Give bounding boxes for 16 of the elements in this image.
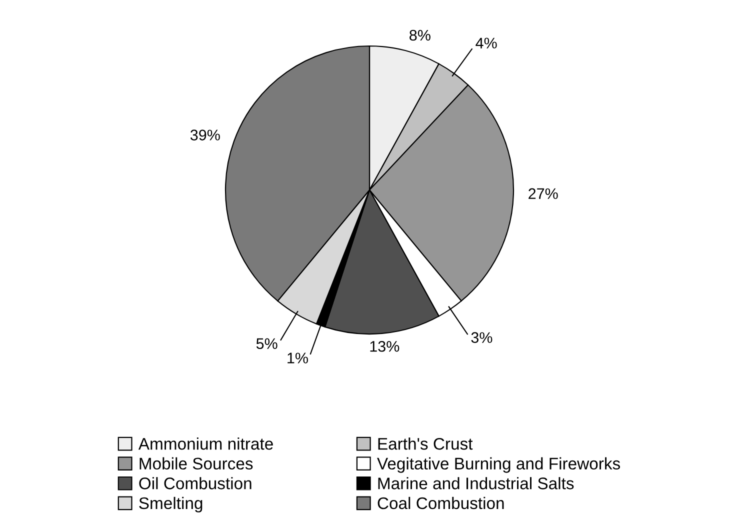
- data-label: 4%: [476, 38, 497, 48]
- data-label: 13%: [370, 340, 400, 352]
- data-label: 8%: [410, 30, 430, 41]
- legend-label: Vegitative Burning and Fireworks: [377, 457, 620, 473]
- legend-label: Oil Combustion: [139, 477, 252, 490]
- legend-label: Marine and Industrial Salts: [378, 477, 574, 490]
- legend-label: Smelting: [139, 496, 202, 512]
- data-label: 1%: [288, 352, 308, 364]
- legend-label: Mobile Sources: [140, 457, 253, 470]
- legend-label: Coal Combustion: [378, 496, 504, 510]
- data-label: 27%: [528, 188, 558, 200]
- legend-label: Earth's Crust: [378, 438, 473, 450]
- data-label: 39%: [190, 130, 220, 140]
- data-label: 5%: [256, 338, 278, 350]
- data-label: 3%: [471, 332, 492, 343]
- legend-label: Ammonium nitrate: [138, 438, 273, 450]
